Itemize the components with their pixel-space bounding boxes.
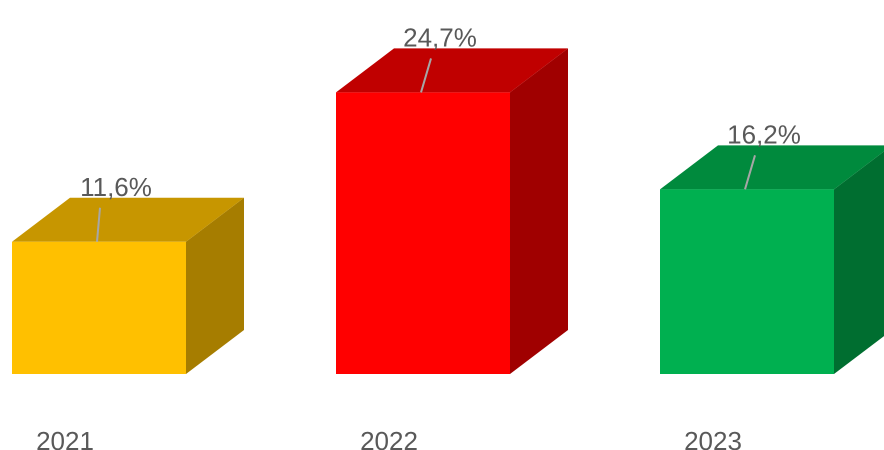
bar-2022 [336,48,568,375]
bar-side-face [186,197,244,374]
bar-side-face [834,151,884,374]
category-label: 2022 [360,426,418,450]
data-label: 16,2% [727,119,801,149]
bar-front-face [12,241,186,374]
bar-front-face [336,92,510,375]
bar-front-face [660,189,834,374]
leader-line [744,155,756,190]
data-label: 11,6% [80,172,152,202]
bar-top-face [12,197,244,242]
bar-top-face [660,145,884,190]
bar-2023 [660,145,884,374]
data-label: 24,7% [403,22,477,52]
leader-line [420,58,432,93]
bar-2021 [12,197,244,374]
bars-group [12,48,884,375]
bar-side-face [510,48,568,375]
leader-line [96,207,101,242]
bar-top-face [336,48,568,93]
category-label: 2023 [684,426,742,450]
category-label: 2021 [36,426,94,450]
labels-group: 11,6% 2021 24,7% 2022 16,2% 2023 [36,22,801,450]
